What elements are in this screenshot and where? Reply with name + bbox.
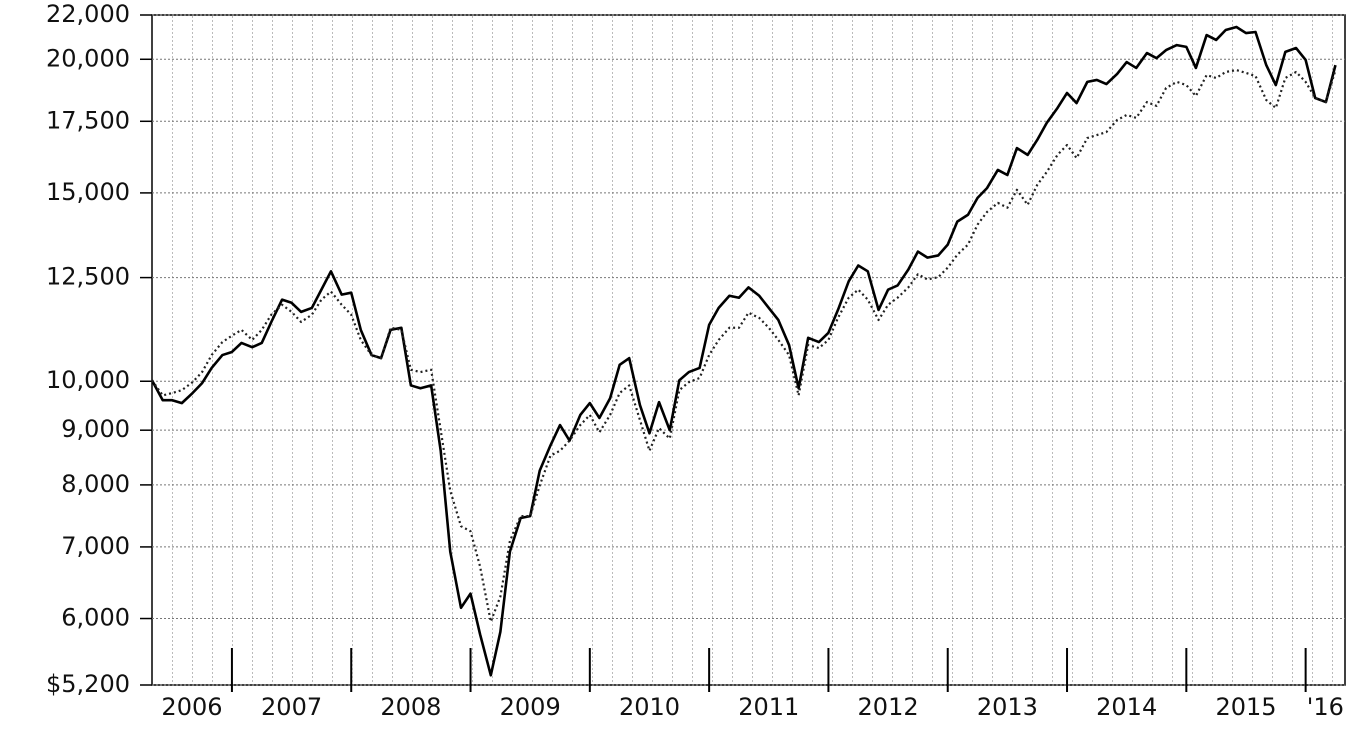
y-tick-label: 9,000: [61, 415, 130, 443]
y-tick-label: 8,000: [61, 470, 130, 498]
y-tick-label: 20,000: [46, 44, 130, 72]
x-tick-label: '16: [1307, 693, 1344, 721]
x-tick-label: 2012: [858, 693, 919, 721]
y-tick-label: 10,000: [46, 366, 130, 394]
minor-grid: [152, 15, 1345, 685]
x-tick-label: 2014: [1096, 693, 1157, 721]
y-tick-label: 12,500: [46, 263, 130, 291]
x-tick-label: 2011: [738, 693, 799, 721]
x-tick-label: 2013: [977, 693, 1038, 721]
x-tick-label: 2007: [261, 693, 322, 721]
y-tick-label: $5,200: [46, 670, 130, 698]
y-tick-label: 6,000: [61, 604, 130, 632]
x-tick-label: 2008: [380, 693, 441, 721]
y-tick-label: 15,000: [46, 178, 130, 206]
y-tick-label: 7,000: [61, 532, 130, 560]
y-tick-label: 22,000: [46, 0, 130, 28]
series-line: [151, 68, 1337, 623]
x-tick-label: 2010: [619, 693, 680, 721]
x-tick-label: 2009: [500, 693, 561, 721]
x-tick-label: 2015: [1215, 693, 1276, 721]
y-tick-label: 17,500: [46, 106, 130, 134]
series-line: [150, 25, 1337, 677]
x-tick-label: 2006: [161, 693, 222, 721]
